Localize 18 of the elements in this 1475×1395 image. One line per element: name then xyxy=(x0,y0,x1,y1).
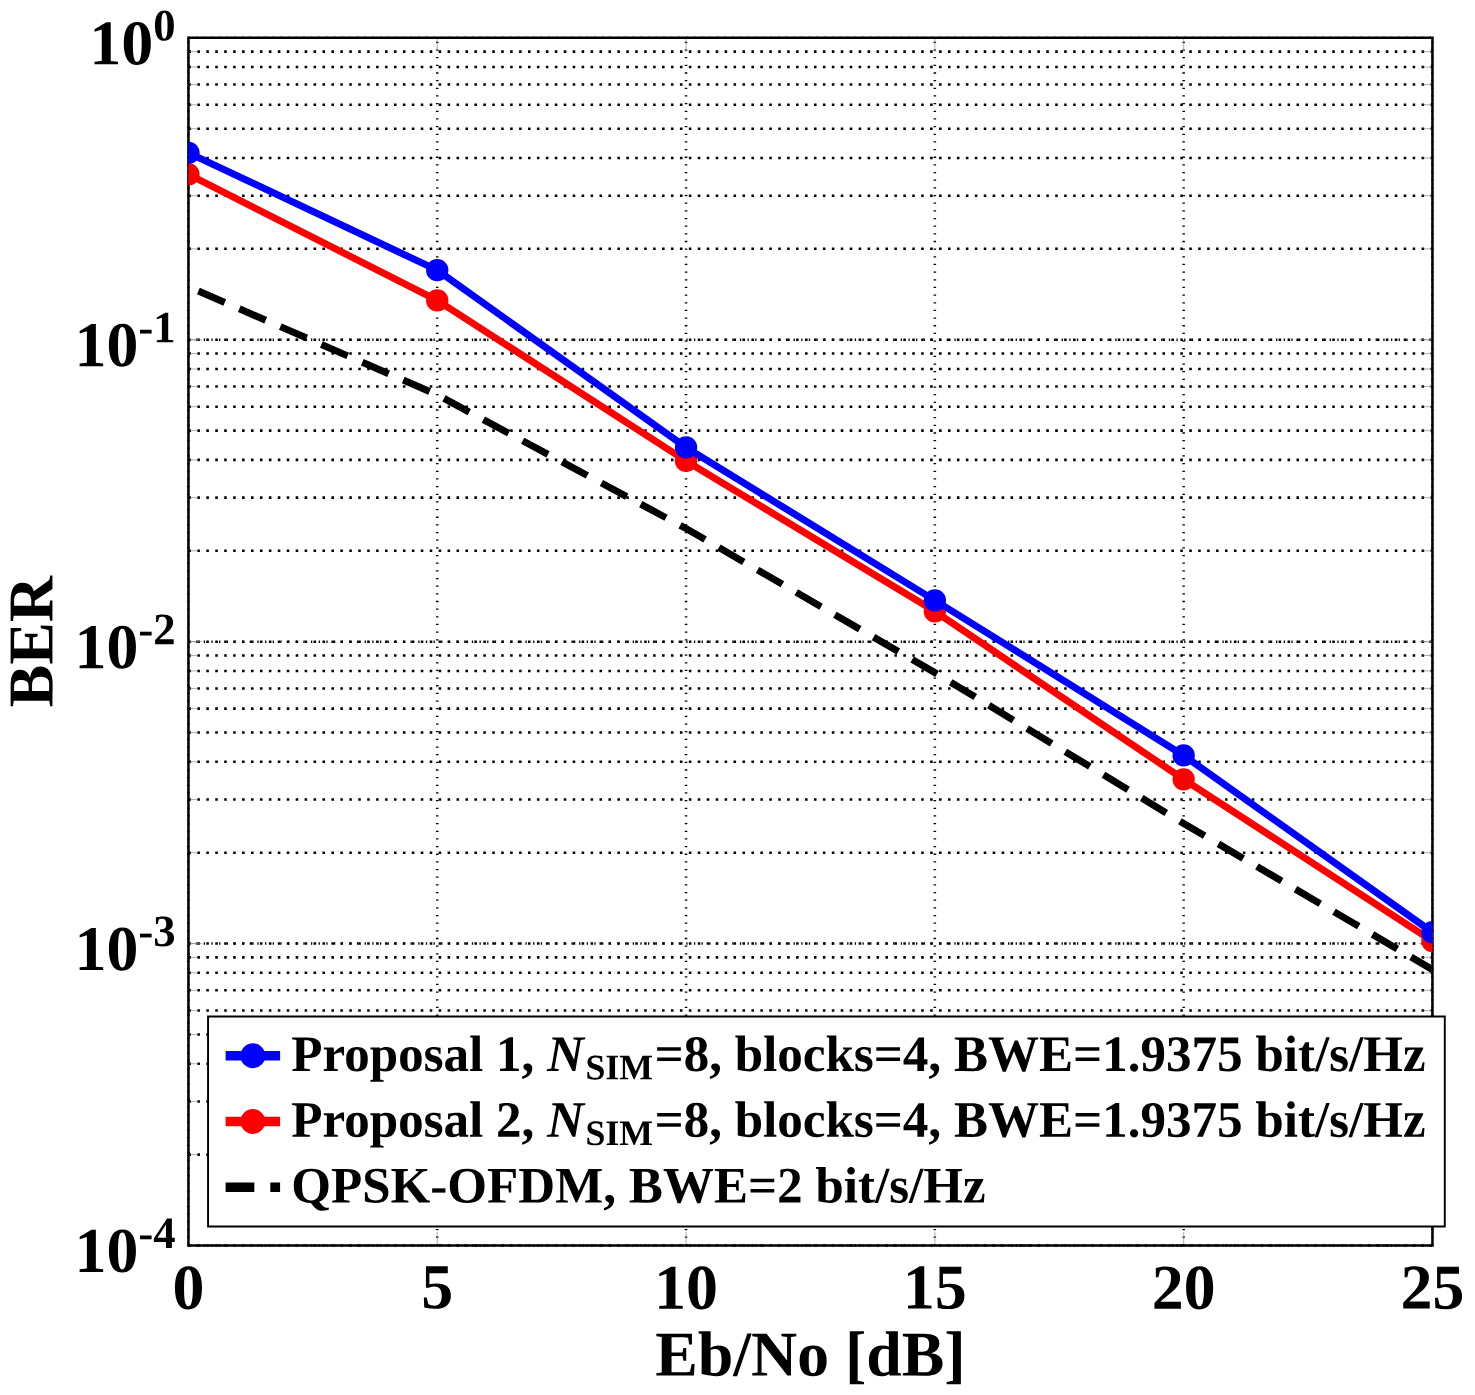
y-tick-label: 10$^{-4}$ xyxy=(79,1218,175,1273)
x-axis-title: Eb/No [dB] xyxy=(656,1331,961,1385)
y-tick-label: 10$^{0}$ xyxy=(94,10,174,66)
legend-label: QPSK-OFDM, BWE=2 bit/s/Hz xyxy=(293,1167,985,1211)
y-tick-label: 10$^{-1}$ xyxy=(79,312,174,367)
x-tick-label: 5 xyxy=(423,1266,451,1309)
point xyxy=(674,436,698,459)
x-tick-label: 10 xyxy=(659,1266,716,1310)
x-tick-label: 20 xyxy=(1154,1266,1214,1310)
legend-label: Proposal 2, N$_{SIM}$=8, blocks=4, BWE=1.9375 bit/s/Hz xyxy=(292,1101,1425,1148)
legend-label: Proposal 1, N$_{SIM}$=8, blocks=4, BWE=1.9375 bit/s/Hz xyxy=(292,1035,1425,1082)
x-tick-label: 15 xyxy=(908,1266,965,1310)
y-tick-label: 10$^{-2}$ xyxy=(79,614,174,669)
x-tick-label: 25 xyxy=(1403,1266,1463,1310)
x-tick-label: 0 xyxy=(174,1266,202,1310)
point xyxy=(923,589,947,612)
y-tick-label: 10$^{-3}$ xyxy=(79,916,175,971)
y-axis-title: BER xyxy=(10,575,53,707)
